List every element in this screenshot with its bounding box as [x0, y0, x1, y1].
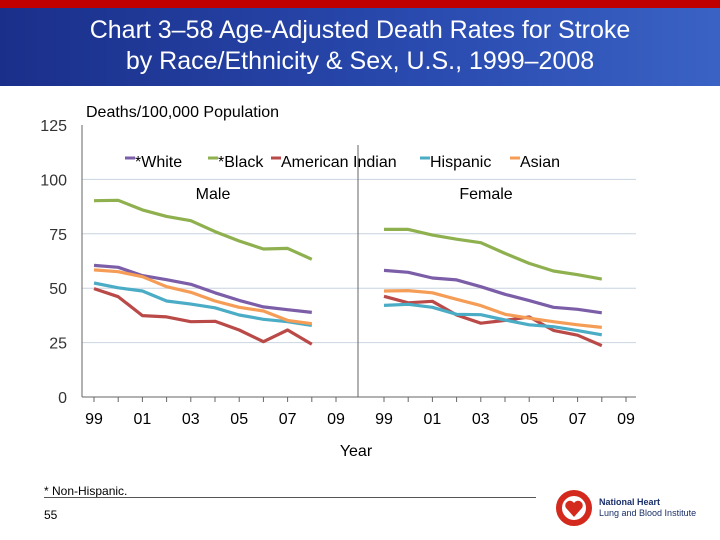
logo-text-1: National Heart	[599, 497, 661, 507]
legend-label: Asian	[520, 154, 560, 171]
x-tick-label: 99	[85, 411, 103, 428]
logo-text-2: Lung and Blood Institute	[599, 508, 697, 518]
footnote-divider	[44, 497, 536, 498]
panel-label-female: Female	[459, 186, 512, 203]
series-line-male-hispanic	[93, 281, 313, 327]
x-tick-label: 05	[520, 411, 538, 428]
slide-header: Chart 3–58 Age-Adjusted Death Rates for …	[0, 8, 720, 86]
y-axis-title: Deaths/100,000 Population	[86, 104, 279, 121]
series-line-male-white	[93, 263, 312, 314]
x-tick-label: 07	[569, 411, 587, 428]
top-accent-bar	[0, 0, 720, 8]
x-tick-label: 99	[375, 411, 393, 428]
x-tick-label: 09	[617, 411, 635, 428]
series-line-male-black	[93, 198, 313, 261]
x-tick-label: 01	[424, 411, 442, 428]
line-chart: 0 25 50 75 100 125 Deaths/100,000 Population Ye…	[40, 104, 636, 460]
nhlbi-logo: National Heart Lung and Blood Institute	[555, 490, 696, 526]
chart-title-line-1: Chart 3–58 Age-Adjusted Death Rates for …	[89, 16, 631, 44]
legend-label: *White	[135, 154, 182, 171]
y-tick-label: 125	[40, 118, 67, 135]
x-tick-label: 03	[182, 411, 200, 428]
x-tick-label: 05	[230, 411, 248, 428]
x-tick-label: 01	[134, 411, 152, 428]
x-axis-title: Year	[340, 443, 373, 460]
series-line-female-asian	[383, 289, 602, 329]
chart-title-line-2: by Race/Ethnicity & Sex, U.S., 1999–2008	[125, 47, 595, 75]
series-line-male-asian	[93, 268, 313, 326]
series-line-female-hispanic	[383, 302, 603, 337]
y-tick-label: 25	[49, 336, 67, 353]
legend-label: *Black	[218, 154, 264, 171]
series-line-male-american-indian	[93, 287, 313, 346]
y-tick-label: 0	[58, 390, 67, 407]
heart-lung-logo-icon	[556, 490, 592, 526]
x-tick-label: 07	[279, 411, 297, 428]
panel-label-male: Male	[196, 186, 231, 203]
y-tick-label: 100	[40, 172, 67, 189]
series-line-female-white	[383, 268, 603, 315]
legend-label: Hispanic	[430, 154, 491, 171]
footnote: * Non-Hispanic.	[44, 484, 128, 498]
page-number: 55	[44, 508, 58, 522]
x-tick-label: 03	[472, 411, 490, 428]
y-tick-label: 75	[49, 227, 67, 244]
series-line-female-black	[384, 227, 603, 281]
x-tick-label: 09	[327, 411, 345, 428]
y-tick-label: 50	[49, 281, 67, 298]
legend-label: American Indian	[281, 154, 397, 171]
series-line-female-american-indian	[383, 294, 603, 348]
